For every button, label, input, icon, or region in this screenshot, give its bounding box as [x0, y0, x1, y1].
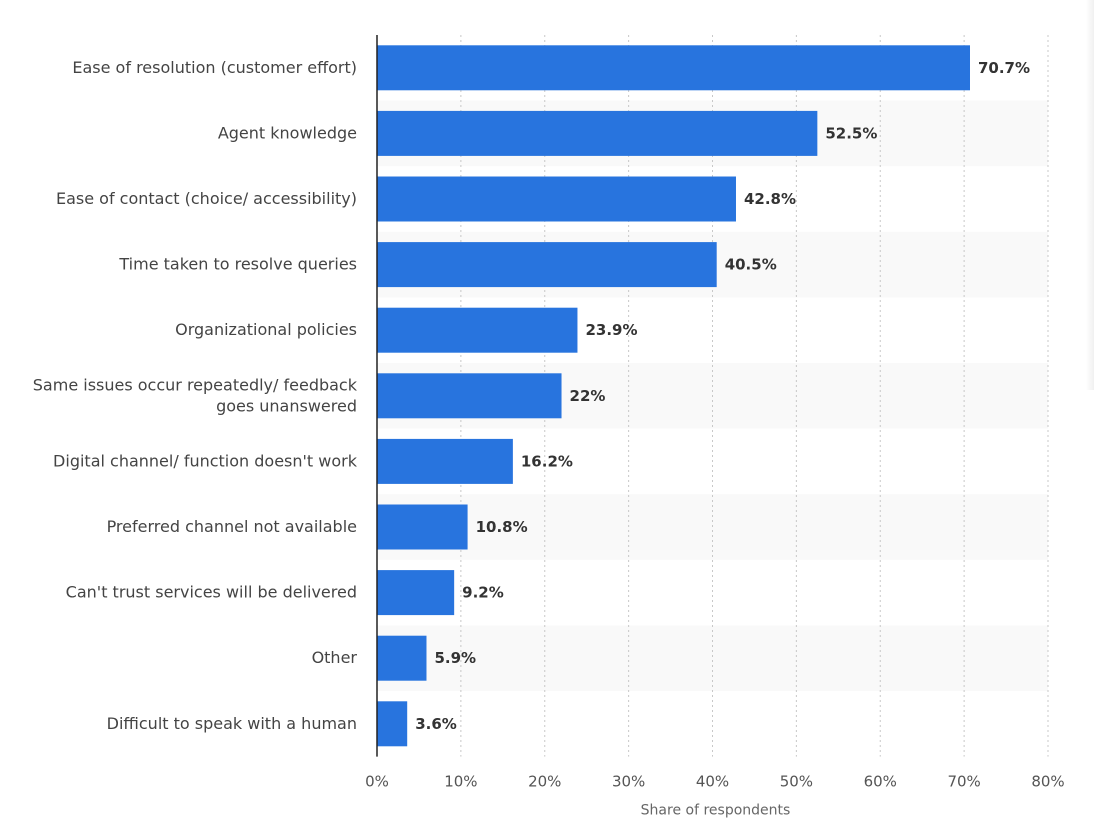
category-label-line: Time taken to resolve queries [118, 255, 357, 274]
category-label: Difficult to speak with a human [107, 714, 357, 733]
edge-shadow [1086, 0, 1094, 390]
data-label: 3.6% [415, 715, 457, 733]
bar [377, 504, 468, 550]
value-labels: 70.7% 52.5% 42.8% 40.5% 23.9% 22% 16.2% 10.8% 9.… [415, 59, 1030, 733]
category-label-line: Can't trust services will be delivered [66, 583, 357, 602]
bar [377, 176, 736, 222]
category-label-line: Difficult to speak with a human [107, 714, 357, 733]
data-label: 10.8% [476, 518, 528, 536]
category-label-line: Organizational policies [175, 320, 357, 339]
bar [377, 570, 455, 616]
bar [377, 635, 427, 681]
x-axis-title: Share of respondents [641, 803, 791, 819]
x-axis-ticks: 0% 10% 20% 30% 40% 50% 60% 70% 80% [365, 773, 1065, 791]
bar [377, 307, 578, 353]
bar [377, 701, 408, 747]
data-label: 70.7% [978, 59, 1030, 77]
data-label: 40.5% [725, 256, 777, 274]
category-label-line: Ease of contact (choice/ accessibility) [56, 189, 357, 208]
data-label: 23.9% [585, 321, 637, 339]
bar [377, 373, 562, 419]
x-tick-label: 40% [696, 773, 729, 791]
data-label: 16.2% [521, 452, 573, 470]
category-label-line: Preferred channel not available [107, 517, 357, 536]
category-label-line: Digital channel/ function doesn't work [53, 451, 358, 470]
x-tick-label: 80% [1031, 773, 1064, 791]
category-label: Ease of resolution (customer effort) [72, 58, 357, 77]
category-label-line: Other [312, 648, 358, 667]
bar [377, 45, 970, 91]
category-label-line: goes unanswered [216, 396, 357, 415]
category-label: Can't trust services will be delivered [66, 583, 357, 602]
category-label: Digital channel/ function doesn't work [53, 451, 358, 470]
x-tick-label: 30% [612, 773, 645, 791]
category-label: Organizational policies [175, 320, 357, 339]
category-label-line: Ease of resolution (customer effort) [72, 58, 357, 77]
bar [377, 110, 818, 156]
x-tick-label: 50% [780, 773, 813, 791]
category-label-line: Same issues occur repeatedly/ feedback [33, 375, 358, 394]
category-label: Other [312, 648, 358, 667]
data-label: 5.9% [434, 649, 476, 667]
category-labels: Ease of resolution (customer effort) Agen… [33, 58, 358, 733]
category-label: Time taken to resolve queries [118, 255, 357, 274]
data-label: 42.8% [744, 190, 796, 208]
category-label: Preferred channel not available [107, 517, 357, 536]
bar [377, 438, 513, 484]
data-label: 52.5% [825, 124, 877, 142]
x-tick-label: 60% [864, 773, 897, 791]
data-label: 9.2% [462, 584, 504, 602]
category-label: Agent knowledge [218, 123, 357, 142]
x-tick-label: 20% [528, 773, 561, 791]
x-tick-label: 0% [365, 773, 389, 791]
x-tick-label: 70% [947, 773, 980, 791]
bar [377, 242, 717, 288]
x-tick-label: 10% [444, 773, 477, 791]
category-label: Ease of contact (choice/ accessibility) [56, 189, 357, 208]
data-label: 22% [570, 387, 606, 405]
category-label-line: Agent knowledge [218, 123, 357, 142]
bars [377, 45, 970, 747]
category-label: Same issues occur repeatedly/ feedback go… [33, 375, 358, 415]
